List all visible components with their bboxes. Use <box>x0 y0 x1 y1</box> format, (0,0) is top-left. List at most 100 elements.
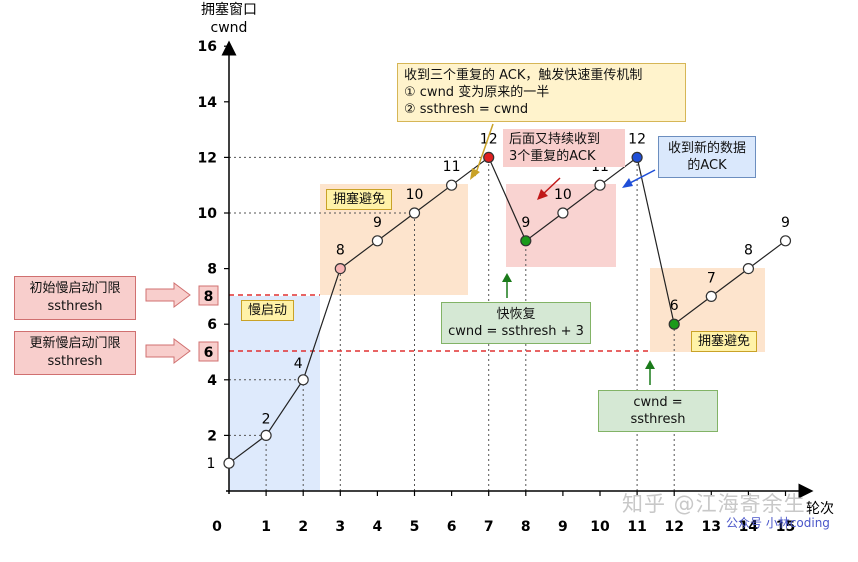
x-tick-label: 13 <box>702 519 721 535</box>
new-ack-note: 收到新的数据 的ACK <box>658 136 756 178</box>
cwnd-point <box>742 263 755 275</box>
cwnd-point-label: 4 <box>294 356 303 372</box>
cwnd-point-label: 9 <box>781 215 790 231</box>
reset-line1: cwnd = ssthresh <box>630 395 686 427</box>
cwnd-point <box>705 290 717 302</box>
slow-start-label: 慢启动 <box>241 300 295 321</box>
cwnd-point <box>557 207 569 219</box>
x-tick-label: 4 <box>373 519 383 535</box>
new-threshold-line2: ssthresh <box>47 354 103 369</box>
x-axis-title: 轮次 <box>806 501 834 517</box>
continued-ack-note: 后面又持续收到 3个重复的ACK <box>503 129 625 167</box>
x-tick-marks: 0 1 2 3 4 5 6 7 8 9 10 11 12 13 14 15 <box>212 491 795 535</box>
y-tick-label: 6 <box>207 317 217 333</box>
cwnd-point-label: 9 <box>521 215 530 231</box>
fast-recovery-region <box>506 184 616 267</box>
cwnd-point <box>483 151 495 163</box>
cwnd-point <box>223 457 235 469</box>
fast-recovery-note: 快恢复 cwnd = ssthresh + 3 <box>441 302 591 344</box>
y-tick-label: 2 <box>207 428 217 444</box>
threshold-value-box-6 <box>198 341 219 362</box>
congestion-avoid-label-2: 拥塞避免 <box>691 331 758 352</box>
cwnd-point <box>297 374 309 386</box>
y-axis-subtitle: cwnd <box>211 20 248 36</box>
x-tick-label: 1 <box>261 519 271 535</box>
new-threshold-box: 更新慢启动门限 ssthresh <box>14 331 136 375</box>
cwnd-point <box>631 151 643 163</box>
cwnd-point-label: 10 <box>406 187 424 203</box>
cwnd-point-label: 8 <box>744 243 753 259</box>
x-tick-label: 11 <box>627 519 646 535</box>
cwnd-point <box>371 235 383 247</box>
cwnd-point <box>779 235 792 247</box>
fast-recovery-line2: cwnd = ssthresh + 3 <box>448 324 584 339</box>
new-ack-line2: 的ACK <box>687 158 727 173</box>
cwnd-point-label: 7 <box>707 270 716 286</box>
slow-start-region <box>229 296 320 491</box>
reset-note: cwnd = ssthresh <box>598 390 718 432</box>
annotation-arrows <box>470 123 656 385</box>
threshold-value-6: 6 <box>204 345 214 361</box>
initial-threshold-box: 初始慢启动门限 ssthresh <box>14 276 136 320</box>
cwnd-point-label: 6 <box>670 298 679 314</box>
cwnd-point <box>334 263 346 275</box>
x-tick-label: 5 <box>410 519 420 535</box>
new-ack-line1: 收到新的数据 <box>667 141 746 156</box>
x-tick-label: 15 <box>776 519 795 535</box>
y-tick-label: 14 <box>198 95 218 111</box>
y-tick-label: 4 <box>207 373 217 389</box>
cwnd-point-label: 12 <box>480 131 498 147</box>
y-tick-label: 10 <box>198 206 218 222</box>
continued-line1: 后面又持续收到 <box>509 132 601 147</box>
triple-ack-line3: ② ssthresh = cwnd <box>404 102 529 117</box>
triple-ack-line1: 收到三个重复的 ACK，触发快速重传机制 <box>404 68 643 83</box>
x-tick-label: 12 <box>664 519 683 535</box>
cwnd-point <box>668 318 680 330</box>
y-tick-marks: 2 4 6 8 10 12 14 16 <box>198 39 229 444</box>
cwnd-line <box>228 156 786 464</box>
x-tick-label: 8 <box>521 519 531 535</box>
threshold-value-8: 8 <box>204 289 214 305</box>
cwnd-point <box>446 179 458 191</box>
x-tick-label: 14 <box>739 519 759 535</box>
initial-threshold-line1: 初始慢启动门限 <box>29 281 121 296</box>
x-tick-label: 3 <box>335 519 345 535</box>
watermark: 知乎 @江海寄余生 <box>622 492 806 516</box>
x-tick-label: 2 <box>298 519 308 535</box>
cwnd-point-label: 2 <box>262 411 271 427</box>
x-tick-label: 10 <box>590 519 610 535</box>
congestion-avoid-label-1: 拥塞避免 <box>326 189 393 210</box>
x-tick-label: 9 <box>558 519 568 535</box>
cwnd-point <box>408 207 421 219</box>
cwnd-point-label: 9 <box>373 215 382 231</box>
initial-threshold-arrow <box>145 282 191 308</box>
initial-threshold-line2: ssthresh <box>47 299 103 314</box>
cwnd-point-label: 11 <box>443 159 461 175</box>
new-threshold-line1: 更新慢启动门限 <box>29 336 121 351</box>
cwnd-points <box>223 151 792 469</box>
y-tick-label: 12 <box>198 150 217 166</box>
new-threshold-arrow <box>145 338 191 364</box>
threshold-value-box-8 <box>198 285 219 306</box>
watermark-sub: 公众号 小林coding <box>726 516 830 530</box>
y-tick-label: 8 <box>207 262 217 278</box>
cwnd-point-label: 1 <box>207 456 216 472</box>
triple-ack-arrow <box>474 123 494 177</box>
triple-ack-note: 收到三个重复的 ACK，触发快速重传机制 ① cwnd 变为原来的一半 ② ss… <box>397 63 686 122</box>
x-tick-label: 6 <box>447 519 457 535</box>
x-tick-label: 0 <box>212 519 222 535</box>
new-ack-arrow <box>627 169 656 185</box>
y-tick-label: 16 <box>198 39 217 55</box>
cwnd-point <box>594 179 606 191</box>
x-tick-label: 7 <box>484 519 494 535</box>
y-axis-title: 拥塞窗口 <box>201 1 257 18</box>
fast-recovery-line1: 快恢复 <box>496 307 536 322</box>
continued-line2: 3个重复的ACK <box>509 149 596 164</box>
cwnd-point-label: 8 <box>336 243 345 259</box>
triple-ack-line2: ① cwnd 变为原来的一半 <box>404 85 550 100</box>
cwnd-point <box>520 235 532 247</box>
cwnd-point-label: 10 <box>554 187 572 203</box>
cwnd-point-label: 12 <box>628 131 646 147</box>
